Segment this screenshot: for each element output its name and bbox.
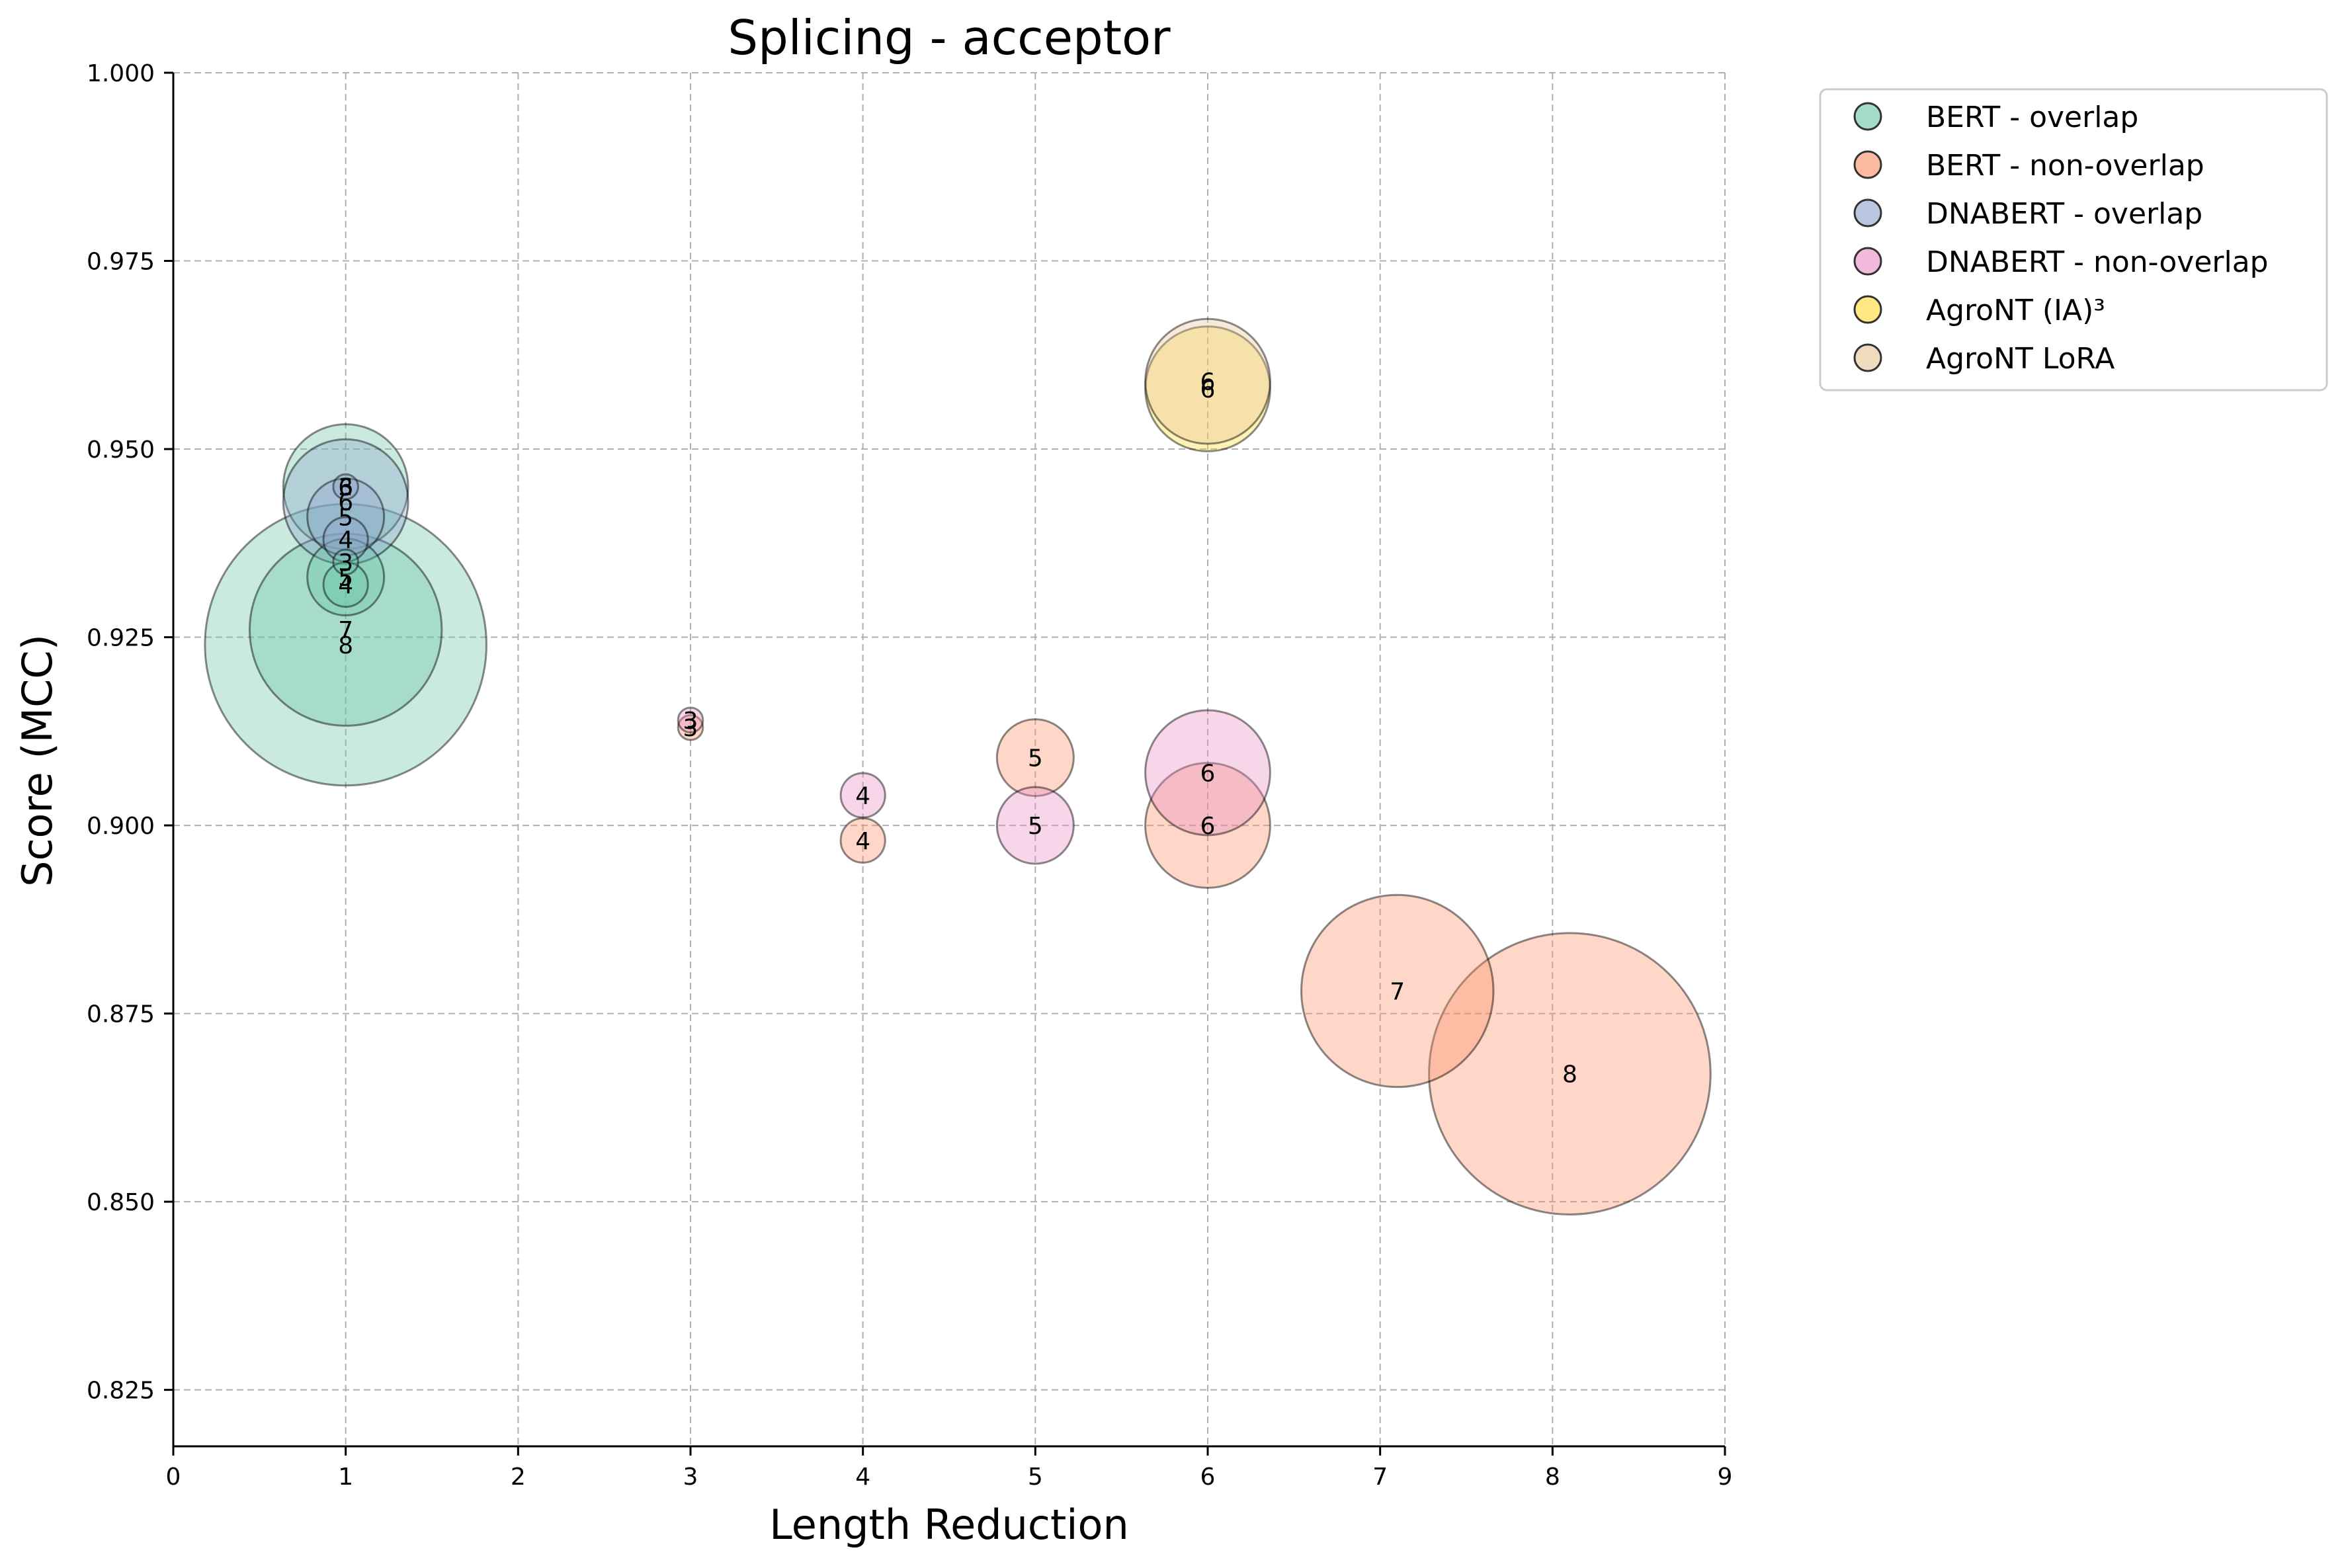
legend-label: BERT - overlap	[1926, 101, 2138, 134]
y-tick-label: 0.875	[87, 1001, 155, 1028]
bubble-point	[332, 548, 359, 576]
bubble-label: 3	[683, 708, 698, 735]
legend-marker	[1853, 102, 1882, 131]
x-tick-label: 6	[1200, 1464, 1216, 1491]
bubble-point	[1144, 325, 1271, 452]
legend-label: DNABERT - non-overlap	[1926, 245, 2269, 279]
legend-frame	[1819, 88, 2328, 392]
bubble-label: 5	[1028, 813, 1043, 840]
bubble-label: 6	[1200, 376, 1216, 403]
y-tick-label: 0.950	[87, 436, 155, 464]
x-tick-label: 2	[511, 1464, 526, 1491]
bubble-label: 4	[855, 828, 870, 855]
legend-label: BERT - non-overlap	[1926, 149, 2204, 183]
axes: 0 1 2 3 4 5 6 7 8 90.8250.8500.8750.9000.9250.950…	[87, 60, 1733, 1491]
bubble-label: 4	[338, 527, 353, 554]
bubble-point	[995, 786, 1075, 865]
legend-label: AgroNT (IA)³	[1926, 294, 2105, 327]
bubble-point	[995, 718, 1075, 798]
bubble-label: 6	[1200, 813, 1216, 840]
bubble-label: 6	[338, 489, 353, 516]
bubble-label: 5	[338, 565, 353, 592]
legend-marker	[1853, 343, 1882, 372]
bubble-label: 5	[1028, 745, 1043, 772]
bubble-label: 8	[338, 632, 353, 659]
x-tick-label: 8	[1545, 1464, 1560, 1491]
bubbles	[204, 317, 1712, 1216]
chart-title: Splicing - acceptor	[728, 10, 1171, 65]
bubble-label: 5	[338, 504, 353, 531]
legend-marker	[1853, 295, 1882, 324]
bubble-label: 7	[1390, 978, 1405, 1005]
bubble-label: 3	[338, 550, 353, 577]
bubble-point	[1144, 317, 1271, 445]
bubble-label: 6	[1200, 369, 1216, 396]
legend-label: DNABERT - overlap	[1926, 197, 2202, 231]
legend-marker	[1853, 198, 1882, 227]
legend-label: AgroNT LoRA	[1926, 342, 2115, 376]
x-tick-label: 0	[166, 1464, 181, 1491]
x-tick-label: 5	[1028, 1464, 1043, 1491]
bubble-label: 4	[855, 783, 870, 810]
grid	[173, 72, 1726, 1446]
bubble-point	[322, 516, 369, 563]
bubble-point	[282, 438, 409, 565]
x-axis-title: Length Reduction	[769, 1501, 1129, 1549]
x-tick-label: 7	[1372, 1464, 1388, 1491]
bubble-point	[1144, 762, 1271, 889]
bubble-point	[306, 538, 386, 617]
bubble-label: 3	[338, 474, 353, 501]
bubble-point	[839, 772, 886, 819]
bubble-label: 6	[1200, 760, 1216, 787]
bubble-point	[332, 473, 359, 501]
bubble-point	[322, 561, 369, 608]
y-tick-label: 0.975	[87, 249, 155, 276]
bubble-label: 7	[338, 617, 353, 644]
bubble-point	[1144, 709, 1271, 837]
x-tick-label: 3	[683, 1464, 698, 1491]
x-tick-label: 9	[1718, 1464, 1733, 1491]
bubble-point	[306, 477, 386, 556]
bubble-point	[677, 706, 704, 734]
bubble-label: 6	[338, 474, 353, 501]
legend: BERT - overlap BERT - non-overlap DNABERT …	[1819, 88, 2328, 392]
bubble-point	[1428, 932, 1712, 1216]
bubble-label: 3	[683, 715, 698, 742]
bubble-point	[1300, 893, 1495, 1089]
x-tick-label: 4	[855, 1464, 870, 1491]
legend-marker	[1853, 247, 1882, 276]
y-tick-label: 0.925	[87, 625, 155, 652]
bubble-point	[248, 532, 443, 727]
legend-marker	[1853, 150, 1882, 179]
bubble-point	[839, 817, 886, 864]
bubble-point	[677, 714, 704, 741]
y-tick-label: 0.850	[87, 1189, 155, 1216]
y-tick-label: 0.825	[87, 1378, 155, 1405]
y-axis-title: Score (MCC)	[13, 634, 62, 887]
y-tick-label: 0.900	[87, 813, 155, 840]
bubble-point	[282, 423, 409, 550]
x-tick-label: 1	[338, 1464, 353, 1491]
bubble-point	[204, 503, 487, 787]
bubble-label: 8	[1562, 1061, 1577, 1089]
bubble-label: 4	[338, 572, 353, 599]
y-tick-label: 1.000	[87, 60, 155, 87]
